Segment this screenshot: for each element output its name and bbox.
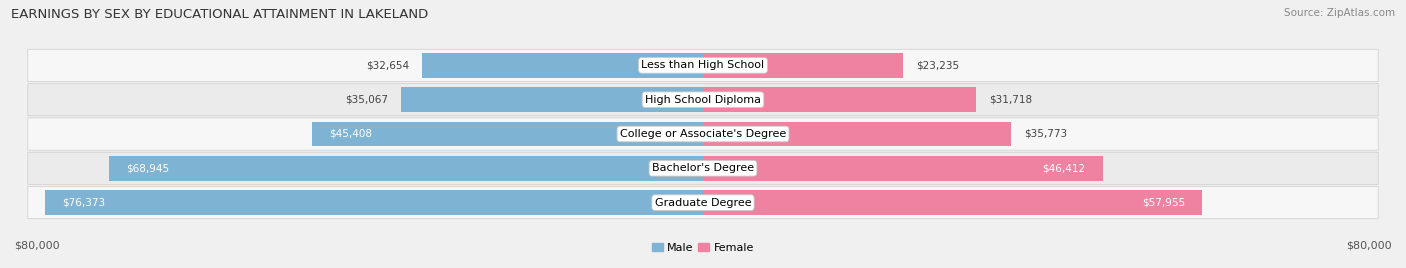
Bar	[703, 53, 903, 78]
Text: $32,654: $32,654	[366, 60, 409, 70]
Bar	[401, 87, 703, 112]
Text: $45,408: $45,408	[329, 129, 373, 139]
Bar	[110, 156, 703, 181]
Text: Graduate Degree: Graduate Degree	[655, 198, 751, 208]
Legend: Male, Female: Male, Female	[647, 238, 759, 257]
Text: $68,945: $68,945	[127, 163, 170, 173]
Text: High School Diploma: High School Diploma	[645, 95, 761, 105]
FancyBboxPatch shape	[28, 187, 1378, 219]
Bar	[312, 122, 703, 146]
Text: $35,067: $35,067	[344, 95, 388, 105]
Bar	[703, 156, 1102, 181]
Text: $23,235: $23,235	[917, 60, 959, 70]
Text: $76,373: $76,373	[62, 198, 105, 208]
Text: College or Associate's Degree: College or Associate's Degree	[620, 129, 786, 139]
Text: $31,718: $31,718	[988, 95, 1032, 105]
FancyBboxPatch shape	[28, 84, 1378, 116]
Text: $80,000: $80,000	[14, 240, 59, 250]
Text: $57,955: $57,955	[1142, 198, 1185, 208]
Text: $46,412: $46,412	[1042, 163, 1085, 173]
Bar	[45, 190, 703, 215]
FancyBboxPatch shape	[28, 118, 1378, 150]
Bar	[703, 87, 976, 112]
FancyBboxPatch shape	[28, 152, 1378, 184]
Text: Bachelor's Degree: Bachelor's Degree	[652, 163, 754, 173]
Text: Source: ZipAtlas.com: Source: ZipAtlas.com	[1284, 8, 1395, 18]
FancyBboxPatch shape	[28, 49, 1378, 81]
Bar	[422, 53, 703, 78]
Bar	[703, 122, 1011, 146]
Text: $35,773: $35,773	[1024, 129, 1067, 139]
Bar	[703, 190, 1202, 215]
Text: Less than High School: Less than High School	[641, 60, 765, 70]
Text: EARNINGS BY SEX BY EDUCATIONAL ATTAINMENT IN LAKELAND: EARNINGS BY SEX BY EDUCATIONAL ATTAINMEN…	[11, 8, 429, 21]
Text: $80,000: $80,000	[1347, 240, 1392, 250]
